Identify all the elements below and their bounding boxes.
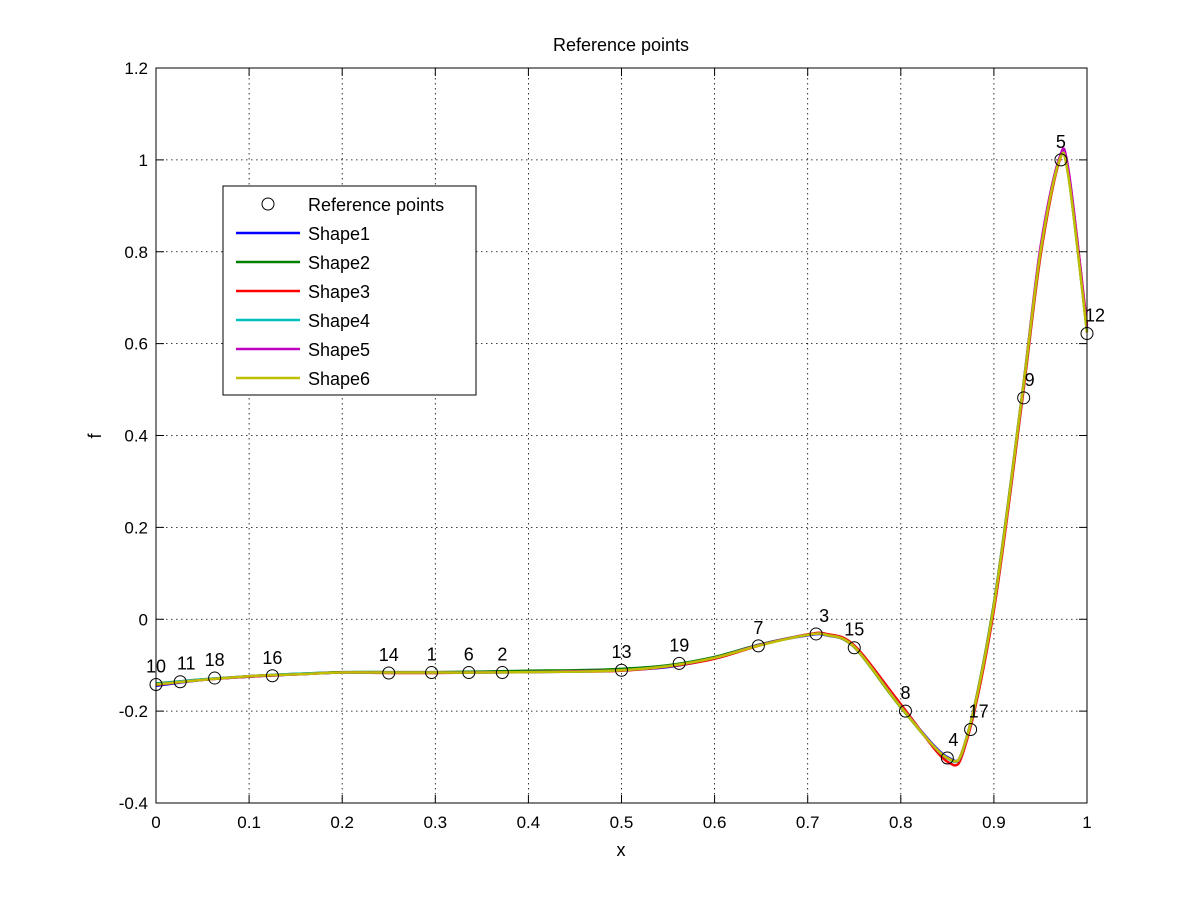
y-tick-label: -0.2 bbox=[119, 702, 148, 721]
x-tick-label: 0.7 bbox=[796, 813, 820, 832]
reference-point-label-1: 1 bbox=[427, 645, 437, 665]
reference-point-label-9: 9 bbox=[1025, 370, 1035, 390]
x-tick-label: 0.5 bbox=[610, 813, 634, 832]
x-tick-label: 0.6 bbox=[703, 813, 727, 832]
reference-point-label-14: 14 bbox=[379, 645, 399, 665]
reference-point-label-13: 13 bbox=[611, 642, 631, 662]
legend-label-shape6: Shape6 bbox=[308, 369, 370, 389]
y-axis-label: f bbox=[85, 433, 105, 439]
series-line-shape6 bbox=[155, 151, 1089, 763]
legend-label-shape1: Shape1 bbox=[308, 224, 370, 244]
reference-point-7 bbox=[751, 639, 765, 653]
reference-point-1 bbox=[425, 666, 439, 680]
axis-ticks bbox=[155, 67, 1088, 804]
legend-label-shape5: Shape5 bbox=[308, 340, 370, 360]
reference-point-label-15: 15 bbox=[844, 620, 864, 640]
reference-point-label-16: 16 bbox=[262, 648, 282, 668]
y-tick-label: -0.4 bbox=[119, 794, 148, 813]
x-tick-label: 0.1 bbox=[237, 813, 261, 832]
chart-title: Reference points bbox=[553, 35, 689, 55]
legend-series-entries: Shape1 Shape2 Shape3 Shape4 Shape5 Shape6 bbox=[236, 224, 370, 389]
y-tick-label: 0.2 bbox=[124, 518, 148, 537]
x-tick-label: 0.4 bbox=[517, 813, 541, 832]
reference-point-label-17: 17 bbox=[969, 702, 989, 722]
x-tick-label: 0.3 bbox=[423, 813, 447, 832]
reference-point-19 bbox=[672, 656, 686, 670]
x-tick-label: 0.8 bbox=[889, 813, 913, 832]
y-tick-label: 0 bbox=[139, 610, 148, 629]
reference-point-label-5: 5 bbox=[1056, 132, 1066, 152]
series-lines bbox=[155, 147, 1089, 767]
reference-point-15 bbox=[847, 641, 861, 655]
reference-point-label-2: 2 bbox=[497, 645, 507, 665]
x-tick-label: 0.9 bbox=[982, 813, 1006, 832]
y-tick-label: 1 bbox=[139, 151, 148, 170]
x-axis-label: x bbox=[617, 840, 626, 860]
reference-point-14 bbox=[382, 666, 396, 680]
reference-point-label-18: 18 bbox=[205, 650, 225, 670]
reference-point-label-8: 8 bbox=[900, 683, 910, 703]
reference-point-label-3: 3 bbox=[819, 606, 829, 626]
y-tick-label: 0.6 bbox=[124, 335, 148, 354]
reference-point-3 bbox=[809, 627, 823, 641]
legend-marker-reference-points bbox=[261, 197, 275, 211]
legend-label-shape3: Shape3 bbox=[308, 282, 370, 302]
reference-point-label-7: 7 bbox=[753, 618, 763, 638]
reference-point-2 bbox=[495, 666, 509, 680]
reference-point-8 bbox=[898, 704, 912, 718]
legend-label-shape4: Shape4 bbox=[308, 311, 370, 331]
reference-point-6 bbox=[462, 666, 476, 680]
reference-point-9 bbox=[1017, 391, 1031, 405]
reference-point-label-6: 6 bbox=[464, 645, 474, 665]
reference-point-label-19: 19 bbox=[669, 635, 689, 655]
reference-point-label-4: 4 bbox=[948, 730, 958, 750]
y-tick-label: 0.8 bbox=[124, 243, 148, 262]
reference-point-17 bbox=[964, 723, 978, 736]
legend-label-reference-points: Reference points bbox=[308, 195, 444, 215]
reference-point-16 bbox=[265, 669, 279, 683]
reference-point-label-11: 11 bbox=[177, 654, 196, 674]
x-tick-label: 1 bbox=[1082, 813, 1091, 832]
x-tick-label: 0 bbox=[151, 813, 160, 832]
y-tick-label: 1.2 bbox=[124, 59, 148, 78]
reference-point-label-12: 12 bbox=[1085, 306, 1105, 326]
y-tick-label: 0.4 bbox=[124, 427, 148, 446]
reference-point-13 bbox=[615, 663, 628, 677]
reference-point-11 bbox=[173, 675, 187, 689]
reference-point-5 bbox=[1054, 153, 1068, 167]
tick-labels: 0 0.1 0.2 0.3 0.4 0.5 0.6 0.7 0.8 0.9 1 -0.4 -0.2 0 0.… bbox=[119, 59, 1092, 832]
reference-point-4 bbox=[940, 751, 954, 765]
reference-point-18 bbox=[208, 671, 222, 685]
legend: Reference points Shape1Shape2Shape3Shape… bbox=[222, 185, 477, 396]
x-tick-label: 0.2 bbox=[330, 813, 354, 832]
legend-label-shape2: Shape2 bbox=[308, 253, 370, 273]
